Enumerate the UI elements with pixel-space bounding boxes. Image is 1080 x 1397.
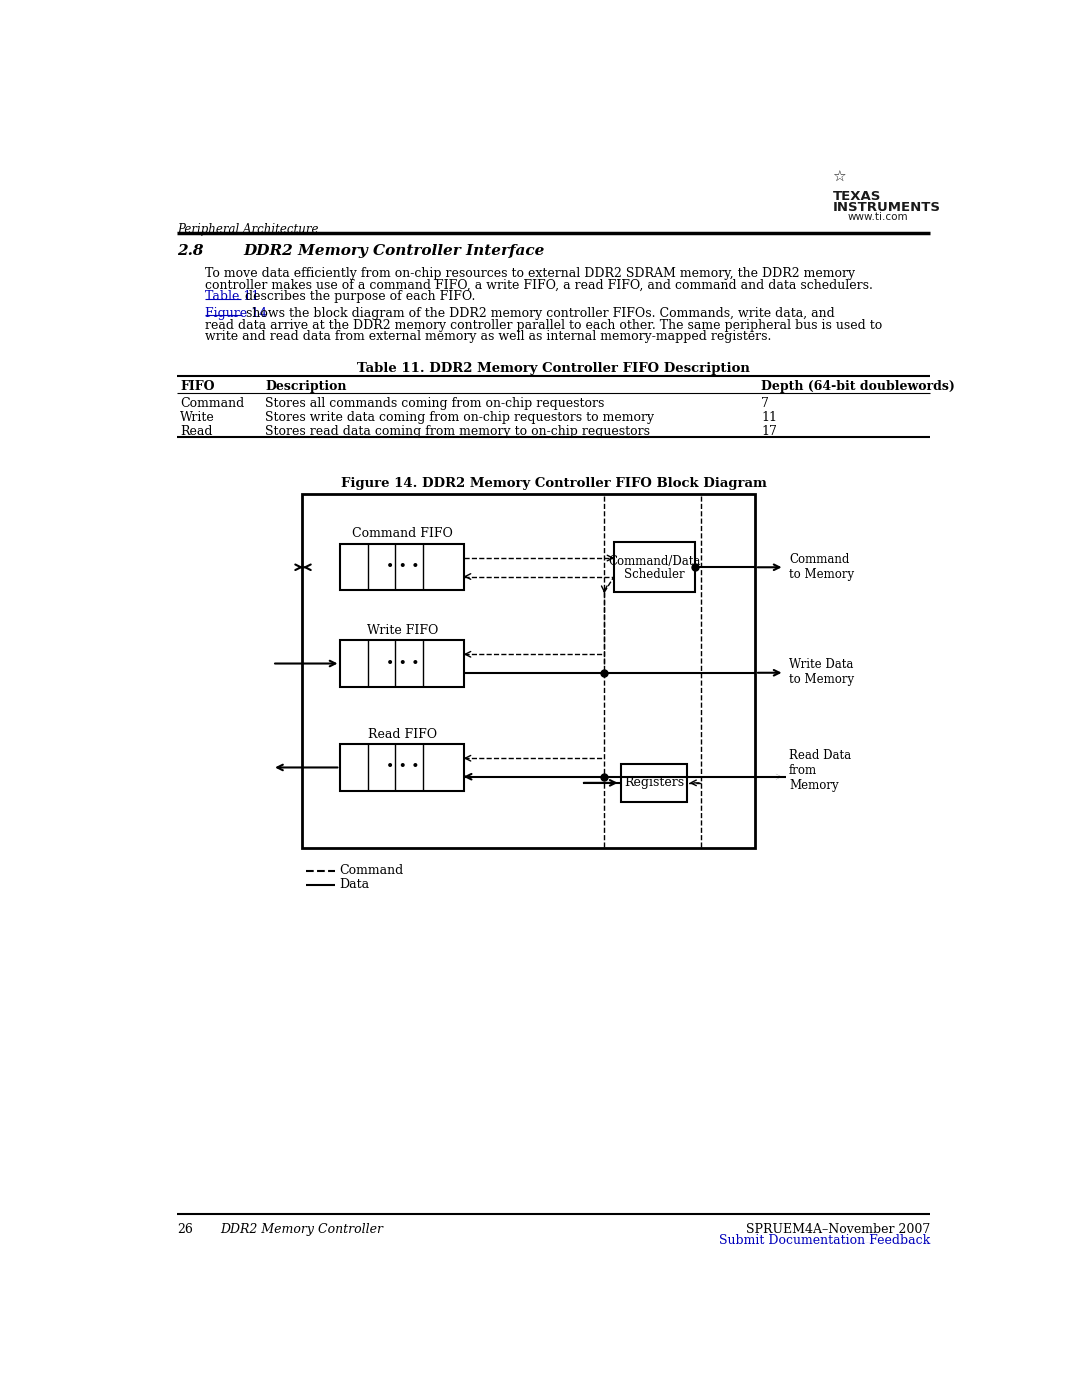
Text: Command: Command: [180, 397, 244, 411]
Text: Figure 14: Figure 14: [205, 307, 267, 320]
Text: Write Data
to Memory: Write Data to Memory: [789, 658, 854, 686]
Text: 26: 26: [177, 1224, 192, 1236]
Text: Data: Data: [339, 877, 369, 891]
Text: read data arrive at the DDR2 memory controller parallel to each other. The same : read data arrive at the DDR2 memory cont…: [205, 319, 882, 331]
Text: Stores read data coming from memory to on-chip requestors: Stores read data coming from memory to o…: [266, 425, 650, 437]
Text: DDR2 Memory Controller: DDR2 Memory Controller: [220, 1224, 383, 1236]
Text: Table 11: Table 11: [205, 291, 259, 303]
Text: Description: Description: [266, 380, 347, 393]
Bar: [301, 495, 755, 848]
Text: 11: 11: [761, 411, 778, 423]
Text: SPRUEM4A–November 2007: SPRUEM4A–November 2007: [746, 1224, 930, 1236]
Text: To move data efficiently from on-chip resources to external DDR2 SDRAM memory, t: To move data efficiently from on-chip re…: [205, 267, 855, 279]
Text: Peripheral Architecture: Peripheral Architecture: [177, 224, 319, 236]
Bar: [621, 764, 687, 802]
Text: Command
to Memory: Command to Memory: [789, 552, 854, 581]
Text: 17: 17: [761, 425, 778, 437]
Text: DDR2 Memory Controller Interface: DDR2 Memory Controller Interface: [243, 244, 545, 258]
Text: Write: Write: [180, 411, 215, 423]
Text: controller makes use of a command FIFO, a write FIFO, a read FIFO, and command a: controller makes use of a command FIFO, …: [205, 278, 873, 292]
Text: www.ti.com: www.ti.com: [848, 211, 908, 222]
Text: Depth (64-bit doublewords): Depth (64-bit doublewords): [761, 380, 955, 393]
Text: Command/Data: Command/Data: [608, 556, 701, 569]
Text: 7: 7: [761, 397, 769, 411]
Text: describes the purpose of each FIFO.: describes the purpose of each FIFO.: [241, 291, 475, 303]
Text: INSTRUMENTS: INSTRUMENTS: [833, 201, 941, 214]
Text: • • •: • • •: [386, 560, 419, 574]
Text: Registers: Registers: [624, 777, 685, 789]
Bar: [613, 542, 694, 592]
Text: Read: Read: [180, 425, 213, 437]
Text: Read FIFO: Read FIFO: [368, 728, 437, 740]
Text: Stores write data coming from on-chip requestors to memory: Stores write data coming from on-chip re…: [266, 411, 654, 423]
Text: Submit Documentation Feedback: Submit Documentation Feedback: [719, 1234, 930, 1248]
Text: • • •: • • •: [386, 657, 419, 671]
Bar: [340, 745, 464, 791]
Text: Command: Command: [339, 865, 404, 877]
Bar: [340, 545, 464, 591]
Text: Scheduler: Scheduler: [624, 567, 685, 581]
Bar: [340, 640, 464, 686]
Text: Write FIFO: Write FIFO: [367, 623, 438, 637]
Text: Figure 14. DDR2 Memory Controller FIFO Block Diagram: Figure 14. DDR2 Memory Controller FIFO B…: [340, 478, 767, 490]
Text: write and read data from external memory as well as internal memory-mapped regis: write and read data from external memory…: [205, 330, 771, 344]
Text: Table 11. DDR2 Memory Controller FIFO Description: Table 11. DDR2 Memory Controller FIFO De…: [357, 362, 750, 376]
Text: • • •: • • •: [386, 760, 419, 774]
Text: ☆: ☆: [832, 169, 846, 184]
Text: Read Data
from
Memory: Read Data from Memory: [789, 749, 851, 792]
Text: Stores all commands coming from on-chip requestors: Stores all commands coming from on-chip …: [266, 397, 605, 411]
Text: FIFO: FIFO: [180, 380, 215, 393]
Text: 2.8: 2.8: [177, 244, 203, 258]
Text: shows the block diagram of the DDR2 memory controller FIFOs. Commands, write dat: shows the block diagram of the DDR2 memo…: [242, 307, 835, 320]
Text: TEXAS: TEXAS: [833, 190, 881, 203]
Text: Command FIFO: Command FIFO: [352, 527, 453, 541]
